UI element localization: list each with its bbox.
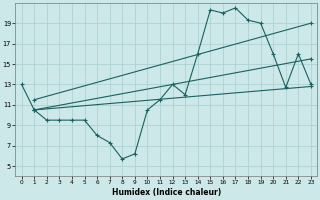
X-axis label: Humidex (Indice chaleur): Humidex (Indice chaleur) [112,188,221,197]
